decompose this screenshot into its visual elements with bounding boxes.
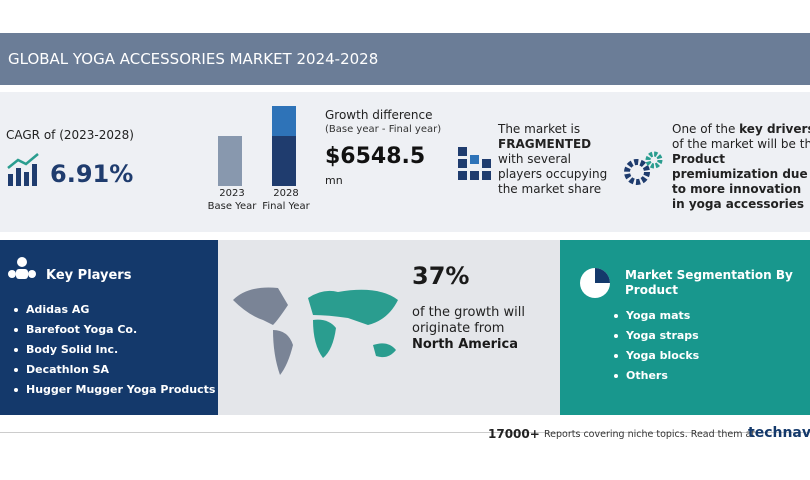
fragment-icon — [458, 147, 491, 180]
player: Decathlon SA — [12, 360, 241, 380]
footer-rule — [0, 432, 810, 433]
growth-value: $6548.5 — [325, 144, 426, 169]
growth-title: Growth difference — [325, 108, 433, 122]
segmentation-list: Yoga mats Yoga straps Yoga blocks Others — [612, 306, 699, 386]
segmentation-panel — [560, 240, 810, 415]
region-share: 37% — [412, 262, 470, 290]
segmentation-title-line: Market Segmentation By — [625, 268, 793, 282]
growth-subtitle: (Base year - Final year) — [325, 124, 442, 135]
key-players-list: Adidas AG Barefoot Yoga Co. Body Solid Inc… — [12, 300, 241, 400]
player: Hugger Mugger Yoga Products LLC — [12, 380, 241, 400]
drivers-text: One of the key drivers of the market wil… — [672, 122, 810, 212]
world-map — [233, 287, 398, 375]
region-line: originate from — [412, 321, 505, 336]
player: Barefoot Yoga Co. — [12, 320, 241, 340]
drivers-line: Product — [672, 152, 725, 166]
drivers-bold: key drivers — [739, 122, 810, 136]
drivers-line: to more innovation — [672, 182, 802, 196]
segmentation-title-line: Product — [625, 283, 678, 297]
growth-bars — [218, 106, 296, 186]
region-name: North America — [412, 337, 518, 352]
bar-label: Final Year — [262, 201, 310, 212]
growth-icon — [7, 153, 39, 186]
market-line: with several — [498, 152, 572, 166]
gears-icon — [624, 151, 663, 185]
segmentation-title: Market Segmentation By Product — [625, 268, 793, 298]
title-banner — [0, 33, 810, 85]
drivers-lead: One of the — [672, 122, 740, 136]
bar-year: 2023 — [219, 188, 245, 199]
region-line: of the growth will — [412, 305, 525, 320]
region-panel — [218, 240, 560, 415]
segment: Yoga mats — [612, 306, 699, 326]
footer-count: 17000+ — [488, 427, 540, 441]
segment: Yoga blocks — [612, 346, 699, 366]
key-players-title: Key Players — [46, 268, 132, 283]
market-line: FRAGMENTED — [498, 137, 592, 151]
cagr-value: 6.91% — [50, 160, 134, 188]
market-line: players occupying — [498, 167, 608, 181]
players-icon — [8, 257, 36, 279]
cagr-label: CAGR of (2023-2028) — [6, 128, 134, 142]
drivers-middle: of the market will be the — [672, 137, 810, 151]
key-players-panel — [0, 240, 218, 415]
summary-row — [0, 92, 810, 232]
title: GLOBAL YOGA ACCESSORIES MARKET 2024-2028 — [8, 50, 379, 68]
growth-unit: mn — [325, 174, 343, 187]
market-line: the market share — [498, 182, 602, 196]
player: Body Solid Inc. — [12, 340, 241, 360]
pie-icon — [580, 268, 610, 298]
drivers-line: premiumization due — [672, 167, 808, 181]
market-line: The market is — [498, 122, 581, 136]
bar-year: 2028 — [273, 188, 299, 199]
drivers-line: in yoga accessories — [672, 197, 805, 211]
segment: Yoga straps — [612, 326, 699, 346]
segment: Others — [612, 366, 699, 386]
bar-label: Base Year — [207, 201, 257, 212]
player: Adidas AG — [12, 300, 241, 320]
footer-brand: technavio — [748, 425, 810, 441]
footer-text: Reports covering niche topics. Read them… — [544, 429, 756, 440]
